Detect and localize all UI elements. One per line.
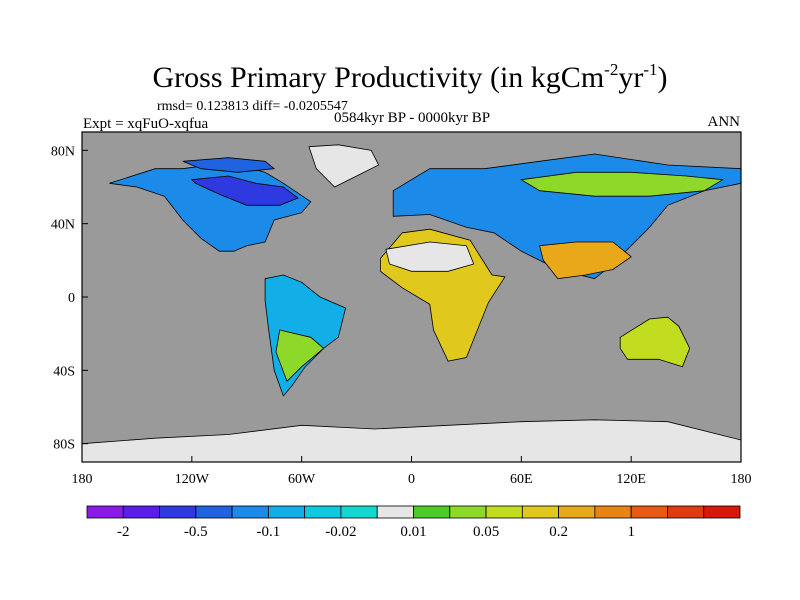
region-sa-south — [275, 329, 325, 383]
colorbar-label: -0.5 — [184, 524, 208, 540]
colorbar-swatch — [86, 505, 124, 519]
x-tick-label: 0 — [408, 472, 415, 487]
y-tick-label: 40S — [53, 364, 75, 379]
colorbar-swatch — [630, 505, 668, 519]
period-label: 0584kyr BP - 0000kyr BP — [334, 110, 490, 126]
colorbar-swatch — [231, 505, 269, 519]
y-tick-label: 0 — [68, 291, 75, 306]
colorbar-swatch — [195, 505, 233, 519]
colorbar-label: 0.01 — [400, 524, 426, 540]
x-tick-label: 60W — [288, 472, 316, 487]
experiment-label: Expt = xqFuO-xqfua — [83, 116, 208, 132]
chart-title-main: Gross Primary Productivity (in kgCm — [153, 61, 605, 94]
colorbar-labels: -2 -0.5 -0.1 -0.02 0.01 0.05 0.2 1 — [117, 524, 635, 540]
region-canada-arctic — [182, 157, 276, 173]
colorbar-swatch — [413, 505, 451, 519]
region-greenland — [308, 144, 380, 188]
x-tick-label: 120E — [616, 472, 646, 487]
region-sahara — [385, 241, 475, 272]
x-axis: 180 120W 60W 0 60E 120E 180 — [72, 456, 752, 487]
colorbar-swatch — [159, 505, 197, 519]
colorbar-label: -2 — [117, 524, 130, 540]
x-tick-label: 180 — [72, 472, 93, 487]
y-tick-label: 80N — [51, 144, 75, 159]
x-tick-label: 180 — [731, 472, 752, 487]
colorbar-swatch — [267, 505, 306, 519]
colorbar-label: 1 — [627, 524, 635, 540]
colorbar-label: -0.02 — [325, 524, 356, 540]
y-tick-label: 40N — [51, 218, 75, 233]
colorbar-swatch — [485, 505, 523, 519]
land-regions — [82, 144, 741, 462]
y-axis: 80N 40N 0 40S 80S — [51, 144, 88, 453]
region-siberia-green — [520, 171, 724, 197]
x-tick-label: 120W — [175, 472, 210, 487]
chart-title: Gross Primary Productivity (in kgCm-2yr-… — [153, 60, 668, 94]
colorbar-label: 0.2 — [549, 524, 568, 540]
chart-title-close: ) — [658, 61, 668, 94]
stats-line: rmsd= 0.123813 diff= -0.0205547 — [157, 99, 348, 114]
colorbar-label: 0.05 — [473, 524, 499, 540]
colorbar — [86, 505, 741, 519]
x-tick-label: 60E — [510, 472, 533, 487]
colorbar-swatch — [340, 505, 378, 519]
colorbar-swatch — [703, 505, 741, 519]
season-label: ANN — [708, 114, 741, 130]
colorbar-swatch — [122, 505, 160, 519]
region-india-china — [539, 241, 632, 280]
colorbar-swatch — [558, 505, 596, 519]
region-antarctica — [82, 419, 741, 462]
chart-title-exponent-2: -1 — [643, 60, 657, 79]
colorbar-label: -0.1 — [257, 524, 281, 540]
colorbar-swatch — [594, 505, 632, 519]
colorbar-swatch — [521, 505, 560, 519]
chart-title-exponent-1: -2 — [604, 60, 618, 79]
colorbar-swatch — [449, 505, 487, 519]
region-australia — [619, 316, 691, 368]
colorbar-swatch — [304, 505, 342, 519]
chart-title-mid: yr — [618, 61, 643, 94]
colorbar-swatch — [376, 505, 414, 519]
region-canada-core — [190, 175, 299, 206]
colorbar-swatch — [667, 505, 705, 519]
y-tick-label: 80S — [53, 438, 75, 453]
